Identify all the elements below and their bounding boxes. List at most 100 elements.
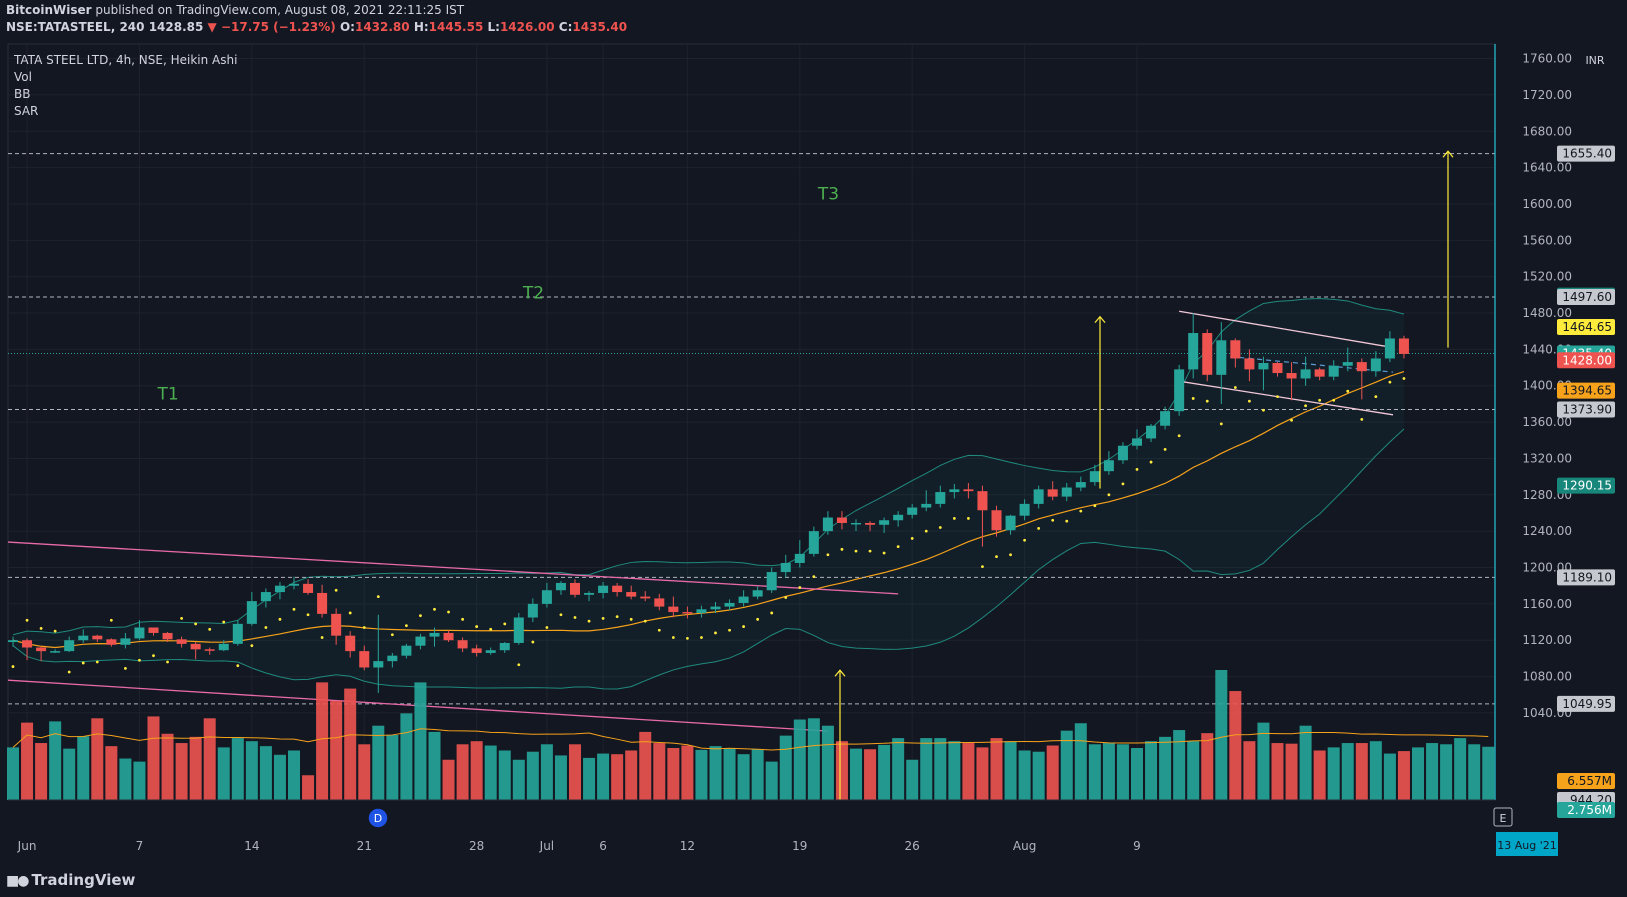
sar-dot	[714, 631, 717, 635]
candle-body	[1370, 358, 1381, 372]
candle-body	[654, 598, 665, 607]
sar-dot	[1233, 386, 1237, 389]
candle-body	[1286, 373, 1297, 379]
price-label: 1428.00	[1562, 353, 1612, 367]
volume-bar	[21, 722, 34, 800]
publish-header: BitcoinWiser published on TradingView.co…	[6, 3, 464, 17]
price-label-box	[1557, 382, 1615, 399]
candle-body	[1202, 333, 1213, 375]
arrow-target-1-head	[834, 669, 846, 677]
candle-body	[668, 606, 679, 613]
sar-dot	[1346, 389, 1350, 393]
author-name[interactable]: BitcoinWiser	[6, 3, 92, 17]
volume-bar	[1383, 753, 1396, 800]
candle-body	[429, 632, 440, 637]
trend-line-upper	[7, 541, 899, 595]
candle-body	[485, 650, 496, 653]
candle-body	[457, 640, 468, 649]
bb-lower-line	[12, 428, 1405, 690]
time-label: 13 Aug '21	[1497, 839, 1557, 852]
volume-bar	[400, 713, 413, 800]
volume-bar	[217, 747, 230, 800]
volume-bar	[878, 744, 891, 800]
sar-dot	[489, 627, 493, 631]
arrow-target-2-head	[1094, 315, 1106, 324]
candle-body	[162, 632, 173, 640]
volume-bar	[1046, 745, 1059, 800]
candle-body	[387, 655, 398, 662]
sar-dot	[559, 613, 563, 617]
candle-body	[134, 627, 145, 639]
y-tick-label: 1720.00	[1522, 88, 1572, 102]
bb-basis-line	[12, 370, 1405, 649]
price-label-box	[1557, 569, 1615, 586]
open-value: 1432.80	[354, 20, 410, 34]
volume-bar	[1131, 748, 1143, 800]
volume-bar	[414, 682, 427, 800]
sar-dot	[461, 617, 464, 621]
y-tick-label: 1120.00	[1522, 633, 1572, 647]
price-label-box	[1557, 318, 1615, 335]
price-label-box	[1557, 145, 1615, 162]
candle-body	[232, 623, 243, 644]
sar-dot	[405, 624, 408, 628]
sar-dot	[587, 619, 591, 623]
sar-dot	[376, 595, 380, 598]
target-label-t2: T2	[522, 283, 544, 303]
sar-dot	[615, 615, 619, 618]
candle-body	[963, 489, 974, 492]
sar-dot	[545, 626, 549, 629]
dividend-marker-label: D	[374, 812, 382, 825]
sar-dot	[264, 626, 268, 629]
candle-body	[8, 640, 18, 643]
volume-bar	[709, 746, 722, 800]
volume-label: 2.756M	[1567, 803, 1612, 817]
volume-ma-label: 6.557M	[1567, 774, 1612, 788]
candle-body	[1398, 338, 1409, 354]
sar-dot	[798, 586, 802, 589]
low-label: L:	[487, 20, 500, 34]
tradingview-brand[interactable]: ■● TradingView	[6, 871, 135, 889]
candle-body	[991, 510, 1002, 531]
volume-bar	[484, 745, 497, 800]
high-label: H:	[413, 20, 429, 34]
volume-bar	[63, 748, 76, 800]
sar-dot	[995, 555, 998, 559]
volume-bar	[793, 719, 806, 800]
sar-dot	[938, 526, 942, 529]
sar-dot	[236, 664, 240, 668]
sar-dot	[447, 610, 450, 614]
candle-body	[682, 612, 693, 614]
volume-bar	[91, 718, 104, 800]
sar-dot	[812, 575, 816, 578]
sar-dot	[1121, 482, 1125, 486]
sar-dot	[1262, 408, 1265, 412]
sar-dot	[362, 626, 366, 629]
price-label-box	[1557, 289, 1615, 306]
price-chart[interactable]: T1 T2 T3 TATA STEEL LTD, 4h, NSE, Heikin As…	[0, 0, 1627, 866]
volume-bar	[330, 700, 343, 800]
sar-dot	[25, 618, 29, 622]
candle-body	[1005, 515, 1016, 531]
price-label-box	[1557, 477, 1615, 494]
x-tick-label: 6	[599, 839, 607, 853]
sar-dot	[601, 617, 605, 620]
sar-dot	[868, 549, 872, 553]
symbol-header: NSE:TATASTEEL, 240 1428.85 ▼ −17.75 (−1.…	[6, 20, 627, 34]
x-tick-label: 28	[469, 839, 484, 853]
sar-dot	[208, 627, 212, 631]
sar-dot	[1332, 398, 1336, 402]
volume-bar	[105, 746, 118, 800]
price-label-box	[1557, 695, 1615, 712]
sar-dot	[419, 614, 422, 618]
sar-dot	[109, 618, 113, 622]
candle-body	[190, 643, 201, 650]
volume-bar	[203, 718, 216, 800]
x-tick-label: 21	[357, 839, 372, 853]
candle-body	[851, 522, 861, 525]
volume-bar	[245, 741, 258, 800]
sar-dot	[924, 529, 928, 533]
y-tick-label: 1480.00	[1522, 306, 1572, 320]
candle-body	[1033, 489, 1044, 504]
sar-dot	[67, 670, 71, 674]
